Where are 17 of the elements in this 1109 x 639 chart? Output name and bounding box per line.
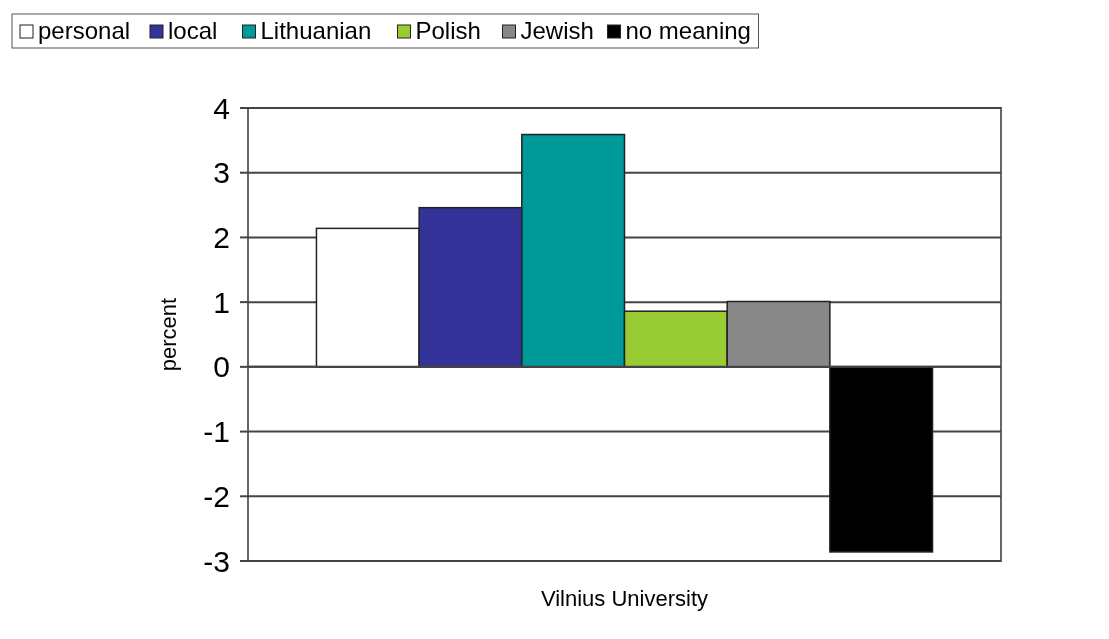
y-tick-label: 3 [213, 156, 230, 190]
y-tick-label: -2 [203, 479, 230, 513]
legend-label: Polish [415, 17, 481, 44]
y-tick-label: 2 [213, 220, 230, 254]
y-tick-label: 4 [213, 91, 230, 125]
y-tick-label: 0 [213, 350, 230, 384]
y-axis-title: percent [156, 297, 181, 372]
legend-label: personal [38, 17, 131, 44]
y-tick-label: -1 [203, 415, 230, 449]
x-tick-label: Vilnius University [540, 586, 709, 611]
bar [829, 366, 934, 553]
y-tick-label: 1 [213, 285, 230, 319]
legend-label: no meaning [625, 17, 751, 44]
y-tick-label: -3 [203, 544, 230, 578]
legend-label: local [168, 17, 218, 44]
legend-label: Jewish [520, 17, 594, 44]
legend-label: Lithuanian [260, 17, 372, 44]
